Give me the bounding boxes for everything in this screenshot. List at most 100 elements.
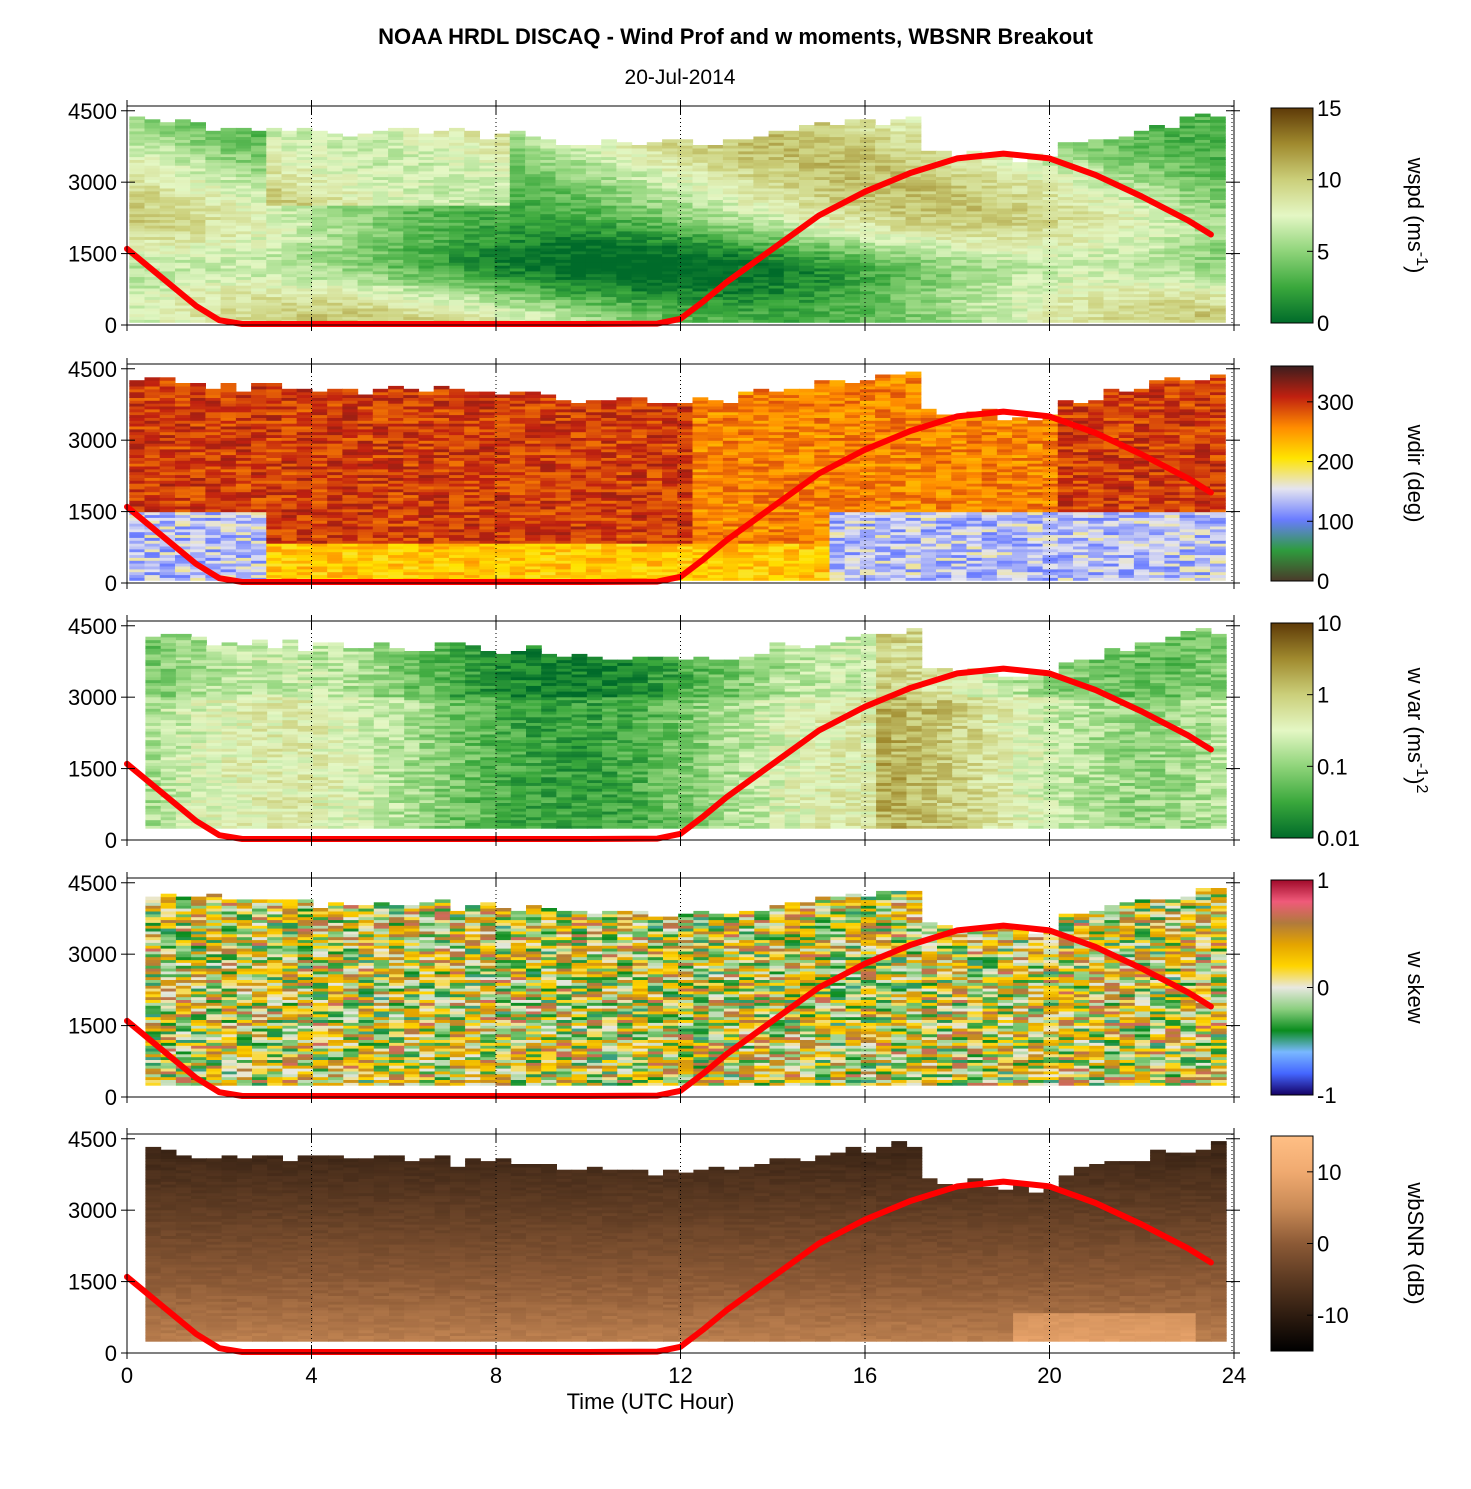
wspd-cell: [251, 210, 267, 215]
wspd-cell: [342, 230, 359, 235]
wspd-cell: [509, 196, 526, 200]
wspd-cell: [418, 185, 435, 189]
wspd-cell: [525, 202, 541, 206]
wspd-cell: [266, 279, 283, 283]
wspd-cell: [464, 159, 480, 163]
wspd-cell: [129, 119, 146, 123]
wspd-cell: [220, 216, 237, 220]
wspd-cell: [144, 153, 161, 158]
wspd-cell: [175, 227, 191, 232]
wspd-cell: [266, 302, 283, 306]
wspd-cell: [372, 222, 389, 226]
wspd-cell: [372, 142, 389, 146]
wspd-cell: [357, 236, 374, 240]
wspd-cell: [372, 279, 389, 283]
wspd-cell: [372, 265, 389, 269]
wspd-cell: [159, 196, 176, 200]
wspd-cell: [251, 187, 267, 192]
wspd-cell: [479, 242, 496, 246]
wspd-cell: [129, 193, 146, 198]
wspd-cell: [220, 167, 237, 172]
wspd-cell: [281, 153, 298, 158]
wspd-cell: [585, 145, 602, 149]
wspd-cell: [449, 313, 465, 318]
wspd-cell: [433, 259, 450, 263]
wspd-cell: [1012, 162, 1028, 166]
wspd-cell: [327, 193, 343, 198]
wspd-cell: [342, 279, 359, 283]
wspd-cell: [296, 219, 313, 223]
wspd-cell: [357, 253, 374, 258]
wspd-cell: [266, 159, 283, 163]
wspd-cell: [509, 167, 526, 172]
wspd-cell: [464, 219, 480, 223]
wspd-cell: [403, 185, 420, 189]
wspd-cell: [342, 150, 359, 155]
wspd-cell: [159, 182, 176, 186]
wspd-cell: [159, 265, 176, 269]
wspd-cell: [494, 193, 511, 198]
wspd-cell: [190, 267, 206, 272]
wspd-cell: [266, 299, 283, 303]
wspd-cell: [281, 310, 298, 315]
wspd-cb-tick-label: 15: [1317, 96, 1341, 121]
wspd-cell: [159, 136, 176, 140]
wspd-cell: [251, 270, 267, 275]
wspd-cell: [205, 296, 222, 300]
wspd-cell: [357, 242, 374, 246]
wspd-cell: [555, 273, 572, 278]
wspd-cell: [205, 225, 222, 229]
wspd-cell: [525, 245, 541, 249]
wspd-cell: [403, 165, 420, 169]
wspd-cell: [479, 239, 496, 243]
wspd-cell: [281, 207, 298, 212]
wspd-cell: [281, 147, 298, 152]
wspd-cell: [525, 210, 541, 215]
wspd-cell: [403, 302, 420, 306]
wspd-cell: [449, 270, 465, 275]
wspd-cell: [205, 216, 222, 220]
wspd-cell: [525, 150, 541, 155]
wspd-cell: [129, 273, 146, 278]
wspd-cell: [205, 227, 222, 232]
wspd-cell: [159, 179, 176, 183]
wspd-cell: [205, 136, 222, 140]
wspd-cell: [266, 247, 283, 252]
wspd-cell: [251, 173, 267, 178]
wspd-cell: [433, 219, 450, 223]
wspd-cell: [251, 219, 267, 223]
wspd-cell: [266, 199, 283, 203]
wspd-cell: [144, 122, 161, 126]
wspd-cell: [357, 176, 374, 180]
wspd-cell: [312, 316, 328, 320]
wspd-cell: [129, 196, 146, 200]
wspd-cell: [555, 307, 572, 312]
wspd-cell: [266, 210, 283, 215]
wspd-cell: [479, 285, 496, 289]
wspd-cell: [312, 133, 328, 138]
wspd-cell: [464, 247, 480, 252]
wspd-cell: [357, 273, 374, 278]
wspd-cell: [190, 319, 206, 323]
wspd-cell: [525, 302, 541, 306]
wspd-cell: [235, 159, 252, 163]
wspd-cell: [129, 313, 146, 318]
wspd-cell: [266, 316, 283, 320]
wspd-cell: [342, 316, 359, 320]
wspd-cell: [342, 213, 359, 218]
wspd-cell: [433, 282, 450, 286]
wspd-cell: [220, 190, 237, 195]
wspd-cell: [418, 270, 435, 275]
wspd-cell: [342, 196, 359, 200]
wspd-cell: [220, 285, 237, 289]
wspd-cell: [235, 219, 252, 223]
wspd-cell: [525, 167, 541, 172]
wspd-cell: [357, 282, 374, 286]
wspd-cell: [494, 176, 511, 180]
wspd-cell: [464, 213, 480, 218]
wspd-cell: [357, 293, 374, 298]
wspd-cell: [525, 262, 541, 266]
wspd-cell: [464, 130, 480, 135]
wspd-cell: [312, 262, 328, 266]
wspd-cell: [372, 179, 389, 183]
